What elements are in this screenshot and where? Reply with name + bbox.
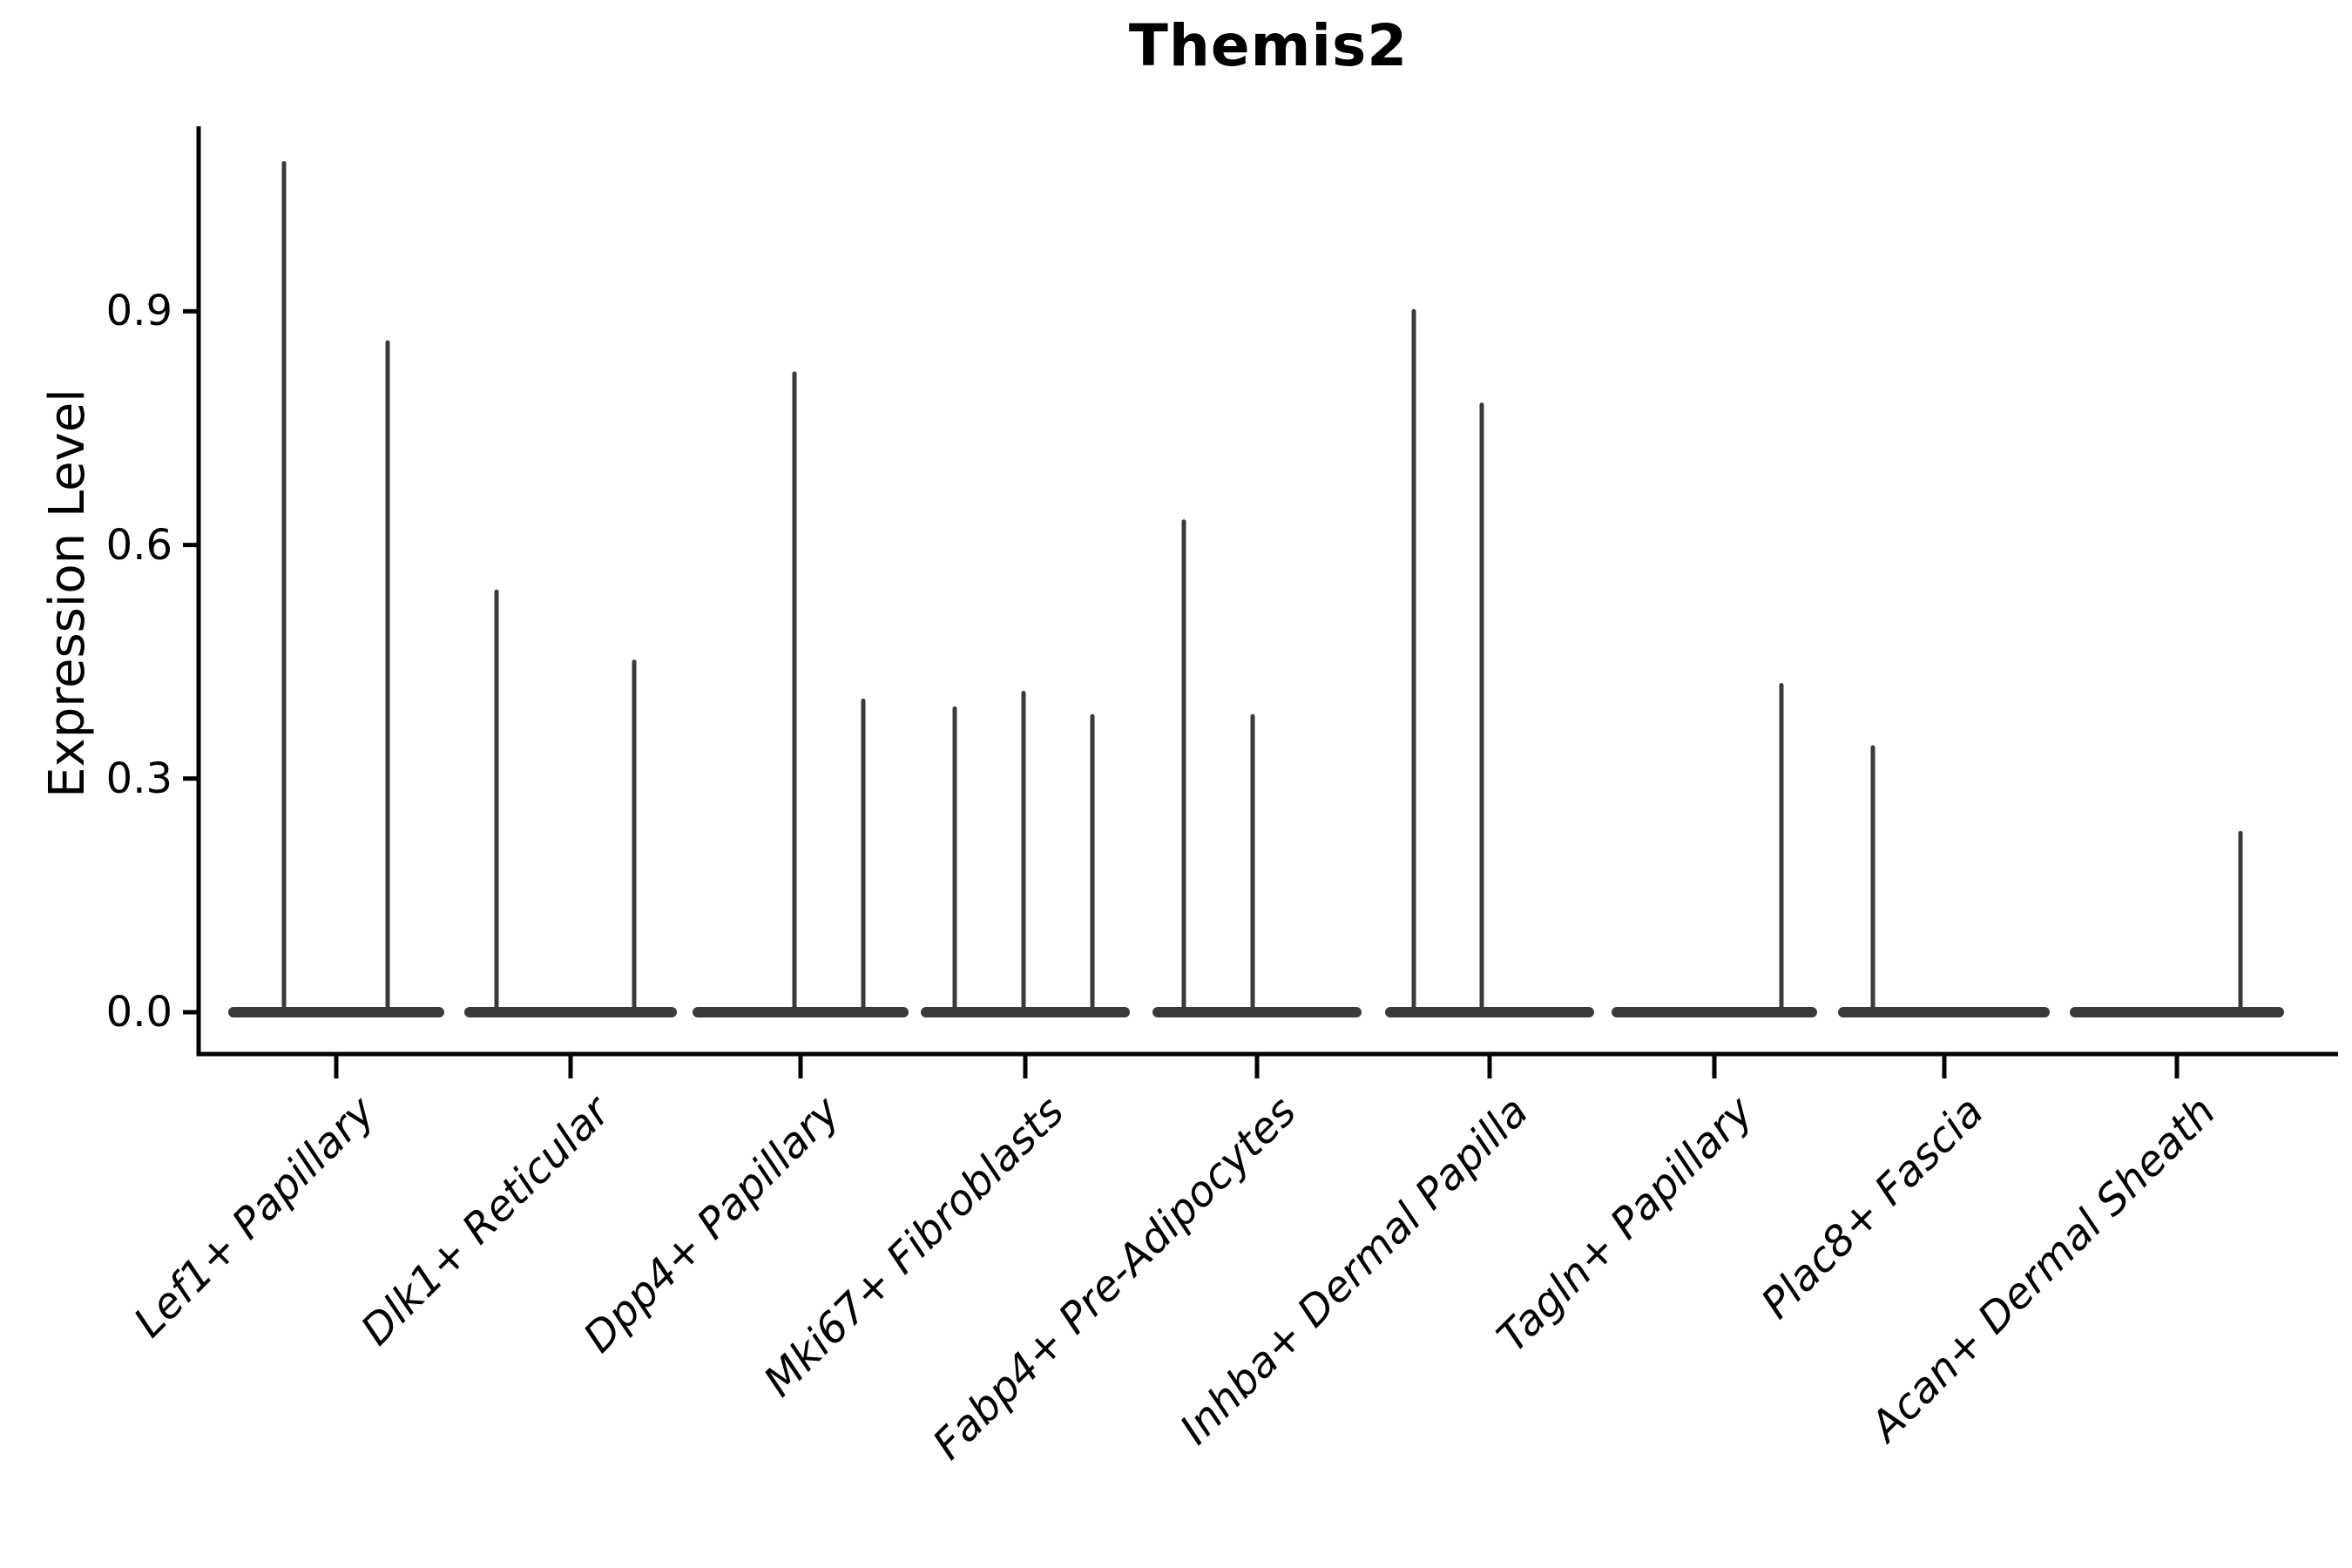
violin-body: [1838, 1007, 2050, 1017]
y-tick-label: 0.6: [105, 520, 172, 570]
chart-title: Themis2: [1128, 12, 1409, 79]
violin-body: [1152, 1007, 1362, 1017]
violin-body: [1385, 1007, 1594, 1017]
violin-body: [2070, 1007, 2284, 1017]
violin-body: [464, 1007, 677, 1017]
violin-body: [228, 1007, 444, 1017]
violin-body: [693, 1007, 909, 1017]
y-tick-label: 0.9: [105, 287, 172, 336]
violin-body: [1612, 1007, 1817, 1017]
y-axis-title: Expression Level: [39, 389, 96, 798]
y-tick-label: 0.3: [105, 754, 172, 803]
y-tick-label: 0.0: [105, 988, 172, 1037]
